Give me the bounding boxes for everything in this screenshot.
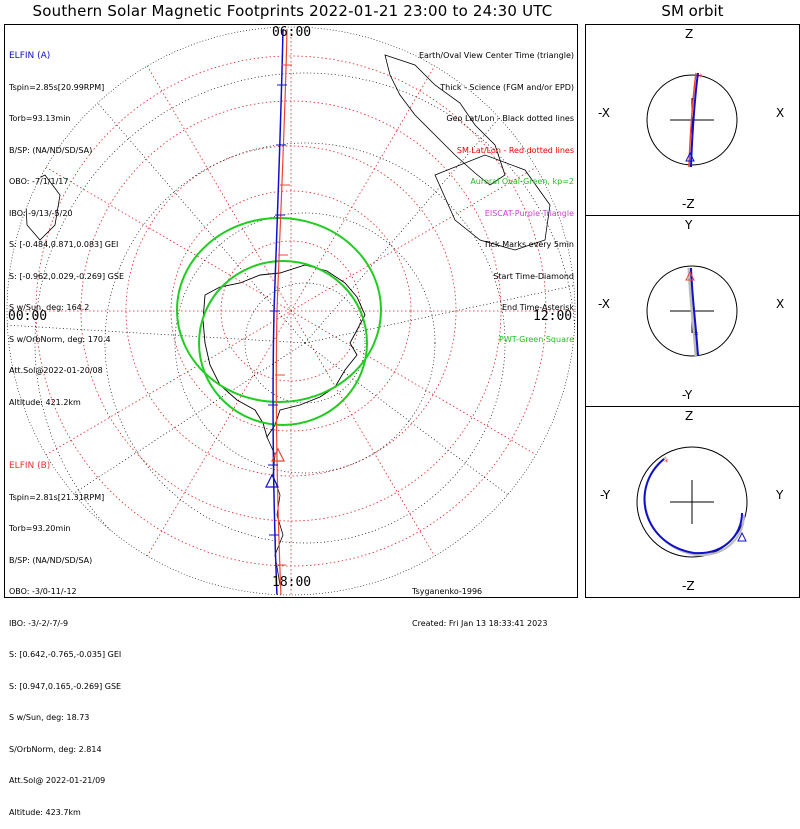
sm-grid <box>7 27 575 595</box>
svg-text:*: * <box>694 331 699 341</box>
sm-panel-xz-svg: * <box>646 72 738 168</box>
axis-top: Z <box>685 27 694 41</box>
elfin-b-line: S: [0.947,0.165,-0.269] GSE <box>9 681 122 691</box>
page-title: Southern Solar Magnetic Footprints 2022-… <box>32 2 553 20</box>
sm-panel-xy: * Y -Y -X X <box>585 215 800 407</box>
elfin-a-line: S w/Sun, deg: 164.2 <box>9 303 90 312</box>
legend-item: Start Time-Diamond <box>493 271 574 281</box>
time-label-left: 00:00 <box>8 309 48 324</box>
elfin-b-line: S/OrbNorm, deg: 2.814 <box>9 744 102 754</box>
elfin-a-line: Tspin=2.85s[20.99RPM] <box>9 82 105 92</box>
legend-item: Auroral Oval-Green, kp=2 <box>470 177 574 186</box>
axis-top: Z <box>685 409 694 423</box>
elfin-b-line: S: [0.642,-0.765,-0.035] GEI <box>9 650 122 659</box>
elfin-b-info: ELFIN (B) Tspin=2.81s[21.31RPM] Torb=93.… <box>9 440 121 829</box>
auroral-oval-inner <box>198 260 368 426</box>
elfin-a-triangle <box>265 473 279 488</box>
landmass-australia <box>434 154 551 251</box>
elfin-b-name: ELFIN (B) <box>9 461 51 471</box>
legend: Earth/Oval View Center Time (triangle) T… <box>419 30 574 356</box>
sm-panel-yz-svg: * <box>636 446 748 558</box>
legend-item: Geo Lat/Lon - Black dotted lines <box>446 114 574 123</box>
time-label-top: 06:00 <box>272 25 312 40</box>
landmass-top <box>384 54 506 186</box>
time-label-bottom: 18:00 <box>272 575 312 590</box>
elfin-b-ticks <box>275 64 292 566</box>
svg-text:*: * <box>698 73 703 83</box>
legend-item: EISCAT-Purple Triangle <box>484 208 574 218</box>
axis-left: -X <box>598 297 610 311</box>
legend-item: PWT-Green Square <box>499 334 574 344</box>
created-timestamp: Created: Fri Jan 13 18:33:41 2023 <box>412 618 548 628</box>
elfin-a-name: ELFIN (A) <box>9 51 51 61</box>
axis-left: -Y <box>600 488 611 502</box>
footprint-map <box>4 24 578 598</box>
sm-orbit-title: SM orbit <box>661 2 724 20</box>
elfin-b-line: Torb=93.20min <box>9 524 71 533</box>
elfin-b-line: S w/Sun, deg: 18.73 <box>9 713 90 722</box>
legend-item: Tick Marks every 5min <box>483 240 574 249</box>
sm-panel-yz: * Z -Z -Y Y <box>585 406 800 598</box>
elfin-b-line: B/SP: (NA/ND/SD/SA) <box>9 555 93 565</box>
axis-right: X <box>776 297 785 311</box>
legend-item: Thick - Science (FGM and/or EPD) <box>440 82 574 92</box>
legend-item: Earth/Oval View Center Time (triangle) <box>418 51 574 60</box>
elfin-a-line: S: [-0.962,0.029,-0.269] GSE <box>9 271 124 281</box>
axis-right: X <box>776 106 785 120</box>
elfin-b-line: IBO: -3/-2/-7/-9 <box>9 618 69 628</box>
axis-top: Y <box>685 218 693 232</box>
landmass-africa <box>24 174 61 241</box>
elfin-b-line: Tspin=2.81s[21.31RPM] <box>9 492 105 502</box>
axis-bottom: -Y <box>682 388 693 402</box>
elfin-a-line: Torb=93.13min <box>9 114 71 123</box>
footer: Tsyganenko-1996 Created: Fri Jan 13 18:3… <box>412 566 547 640</box>
antarctica-coastline <box>202 264 366 439</box>
legend-item: End Time-Asterisk <box>501 303 574 312</box>
auroral-oval-outer <box>176 217 382 403</box>
elfin-b-triangle <box>271 447 285 462</box>
elfin-a-info: ELFIN (A) Tspin=2.85s[20.99RPM] Torb=93.… <box>9 30 124 419</box>
sm-panel-xz: * Z -Z -X X <box>585 24 800 216</box>
elfin-a-line: S: [-0.484,0.871,0.083] GEI <box>9 240 119 249</box>
elfin-a-line: B/SP: (NA/ND/SD/SA) <box>9 145 93 155</box>
axis-left: -X <box>598 106 610 120</box>
axis-bottom: -Z <box>682 197 695 211</box>
elfin-a-line: IBO: -9/13/-5/20 <box>9 208 73 218</box>
footprint-svg <box>6 26 576 596</box>
sm-panel-xy-svg: * <box>646 265 738 357</box>
axis-right: Y <box>776 488 784 502</box>
legend-item: SM Lat/Lon - Red dotted lines <box>456 145 574 155</box>
elfin-a-line: S w/OrbNorm, deg: 170.4 <box>9 334 111 344</box>
elfin-b-track <box>275 28 288 595</box>
svg-text:*: * <box>664 458 669 468</box>
elfin-a-ticks <box>268 84 287 536</box>
axis-bottom: -Z <box>682 579 695 593</box>
time-label-right: 12:00 <box>533 309 573 324</box>
elfin-b-line: Att.Sol@ 2022-01-21/09 <box>9 776 106 785</box>
elfin-b-line: OBO: -3/0-11/-12 <box>9 587 77 596</box>
elfin-a-line: OBO: -7/1/1/17 <box>9 177 69 186</box>
model-name: Tsyganenko-1996 <box>412 587 483 596</box>
elfin-a-line: Att.Sol@2022-01-20/08 <box>9 366 103 375</box>
elfin-b-line: Altitude: 423.7km <box>9 807 81 817</box>
elfin-a-line: Altitude: 421.2km <box>9 397 81 407</box>
